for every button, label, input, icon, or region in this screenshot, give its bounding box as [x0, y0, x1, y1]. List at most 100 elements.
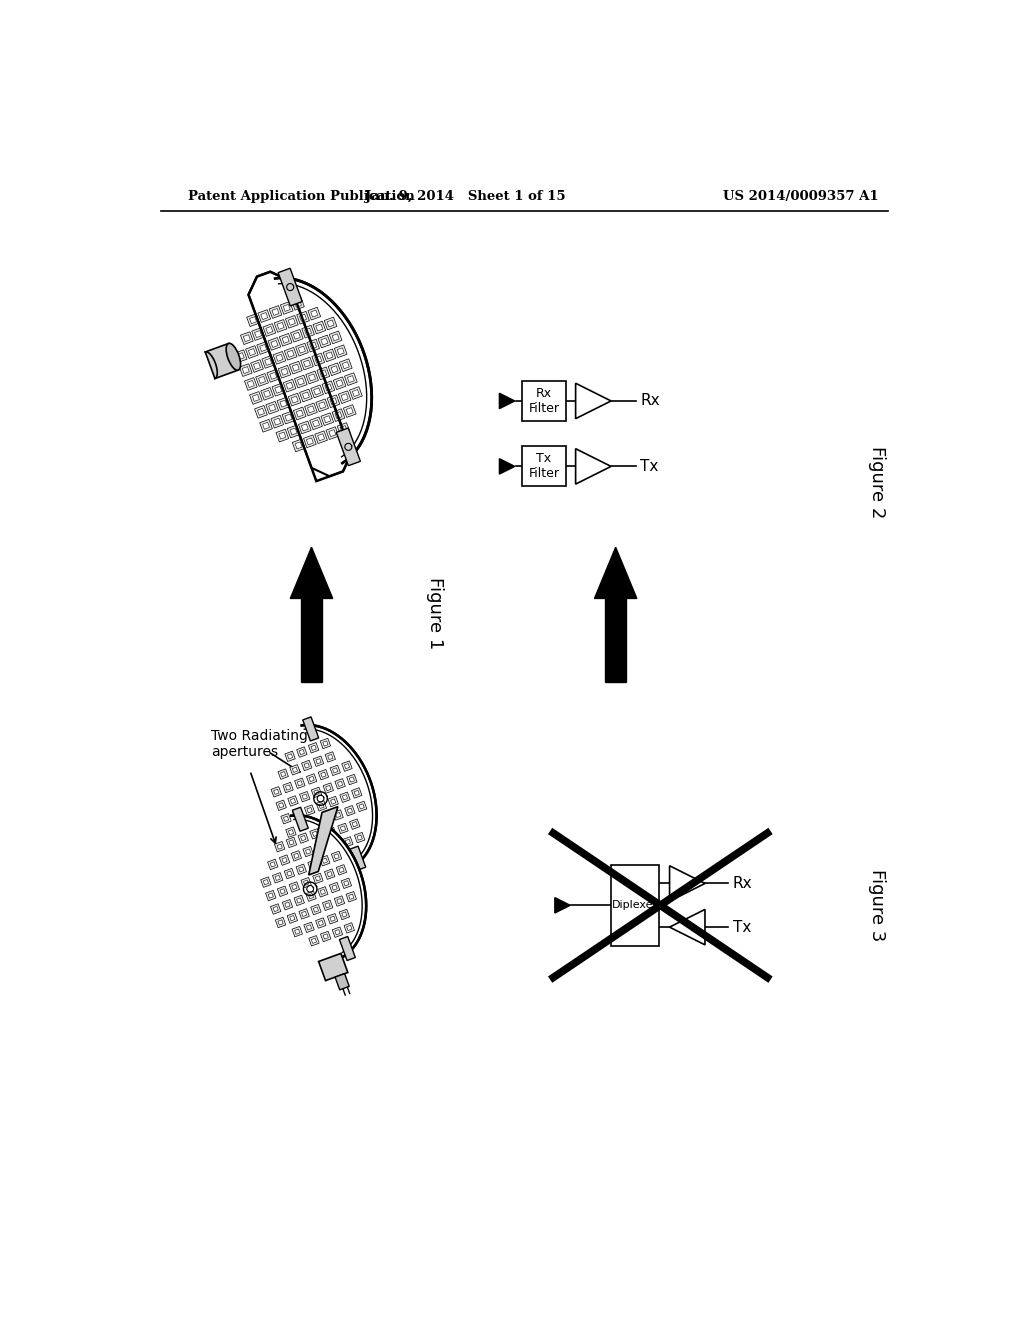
Polygon shape — [297, 747, 307, 758]
Polygon shape — [247, 314, 259, 326]
Polygon shape — [334, 843, 339, 849]
Polygon shape — [321, 890, 326, 895]
Polygon shape — [295, 300, 301, 308]
Ellipse shape — [226, 343, 241, 370]
Polygon shape — [343, 837, 353, 847]
Polygon shape — [295, 929, 300, 935]
Polygon shape — [291, 799, 296, 804]
Polygon shape — [315, 876, 321, 880]
Polygon shape — [286, 826, 296, 837]
Polygon shape — [308, 807, 338, 875]
Polygon shape — [252, 395, 259, 401]
Polygon shape — [251, 359, 263, 372]
Polygon shape — [286, 383, 293, 389]
Polygon shape — [338, 781, 343, 787]
Polygon shape — [252, 327, 264, 341]
Polygon shape — [279, 803, 284, 808]
Polygon shape — [295, 375, 307, 388]
Polygon shape — [342, 912, 347, 917]
Polygon shape — [301, 836, 306, 841]
Polygon shape — [263, 879, 268, 884]
Text: Figure 1: Figure 1 — [426, 577, 443, 649]
Polygon shape — [293, 333, 300, 339]
Polygon shape — [300, 314, 306, 321]
Polygon shape — [287, 350, 294, 358]
Polygon shape — [349, 818, 360, 829]
Polygon shape — [260, 345, 266, 351]
Polygon shape — [263, 391, 270, 397]
Polygon shape — [301, 424, 308, 430]
Polygon shape — [330, 331, 342, 343]
Polygon shape — [314, 832, 325, 842]
Polygon shape — [312, 821, 317, 826]
Polygon shape — [294, 853, 299, 858]
Text: Figure 2: Figure 2 — [868, 446, 887, 517]
Polygon shape — [312, 874, 324, 883]
Polygon shape — [339, 867, 344, 873]
Polygon shape — [321, 338, 328, 345]
Polygon shape — [287, 837, 297, 847]
Polygon shape — [336, 865, 347, 875]
Polygon shape — [290, 362, 302, 374]
Polygon shape — [266, 401, 279, 414]
Polygon shape — [340, 425, 347, 433]
Polygon shape — [284, 816, 289, 821]
Polygon shape — [290, 764, 300, 775]
Polygon shape — [306, 438, 313, 445]
Polygon shape — [265, 279, 372, 462]
Polygon shape — [351, 788, 361, 799]
Polygon shape — [333, 809, 343, 820]
Polygon shape — [327, 319, 334, 327]
Polygon shape — [281, 771, 286, 776]
Polygon shape — [356, 801, 367, 812]
Polygon shape — [312, 420, 319, 426]
Polygon shape — [338, 391, 351, 404]
Polygon shape — [297, 312, 309, 325]
Polygon shape — [291, 396, 298, 403]
Polygon shape — [348, 894, 354, 899]
Polygon shape — [292, 297, 304, 310]
Polygon shape — [329, 429, 336, 437]
Polygon shape — [302, 325, 314, 338]
Polygon shape — [324, 783, 334, 793]
Polygon shape — [308, 894, 313, 899]
Polygon shape — [332, 927, 343, 937]
Polygon shape — [243, 367, 249, 374]
Polygon shape — [347, 376, 354, 383]
Polygon shape — [287, 425, 300, 438]
Bar — [301, 598, 322, 682]
Text: Patent Application Publication: Patent Application Publication — [188, 190, 415, 203]
Polygon shape — [352, 389, 359, 396]
Polygon shape — [323, 858, 328, 863]
Polygon shape — [335, 412, 342, 418]
Polygon shape — [300, 389, 312, 401]
Polygon shape — [344, 880, 349, 886]
Polygon shape — [345, 840, 350, 845]
Polygon shape — [322, 847, 327, 853]
Polygon shape — [304, 725, 377, 866]
Polygon shape — [281, 368, 288, 375]
Polygon shape — [296, 865, 306, 874]
Polygon shape — [337, 347, 344, 355]
Polygon shape — [349, 387, 362, 400]
Polygon shape — [287, 871, 292, 876]
Polygon shape — [298, 346, 305, 354]
Polygon shape — [323, 741, 328, 746]
Polygon shape — [575, 449, 611, 484]
Polygon shape — [337, 422, 350, 436]
Text: Tx: Tx — [640, 459, 658, 474]
Polygon shape — [328, 754, 333, 759]
Polygon shape — [345, 805, 355, 816]
Polygon shape — [328, 796, 338, 807]
Polygon shape — [302, 836, 313, 846]
Polygon shape — [304, 329, 311, 335]
Polygon shape — [335, 345, 347, 358]
Polygon shape — [321, 413, 334, 425]
Polygon shape — [332, 851, 342, 862]
Polygon shape — [333, 378, 346, 389]
Polygon shape — [283, 899, 293, 909]
Polygon shape — [322, 381, 335, 393]
Polygon shape — [311, 746, 316, 750]
Polygon shape — [270, 862, 275, 867]
Polygon shape — [297, 378, 304, 385]
